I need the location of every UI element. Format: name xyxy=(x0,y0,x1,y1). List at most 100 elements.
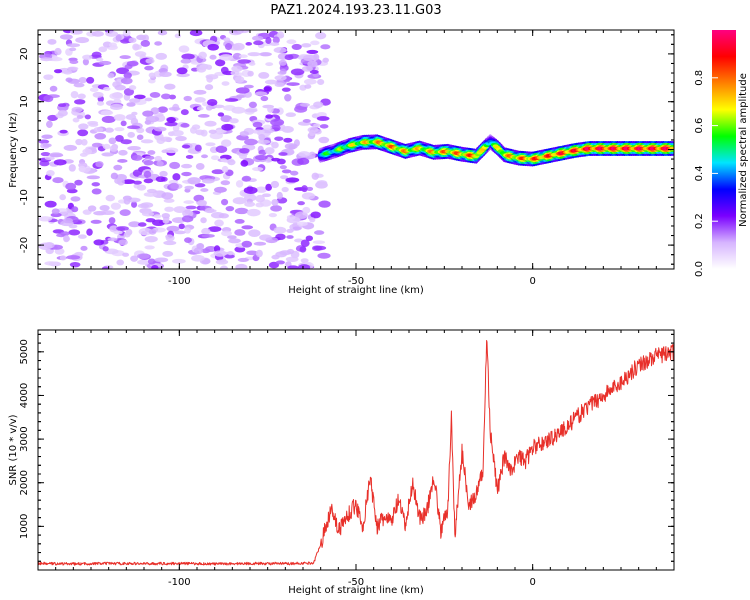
noise-blob xyxy=(255,194,265,203)
noise-blob xyxy=(153,214,162,219)
noise-blob xyxy=(237,59,252,64)
noise-blob xyxy=(258,72,270,79)
noise-blob xyxy=(42,143,52,148)
noise-blob xyxy=(71,206,79,213)
noise-blob xyxy=(163,240,177,246)
noise-blob xyxy=(284,143,298,150)
noise-blob xyxy=(180,109,189,116)
noise-blob xyxy=(204,207,215,214)
noise-blob xyxy=(265,183,272,191)
noise-blob xyxy=(178,45,190,53)
noise-blob xyxy=(254,154,268,161)
noise-blob xyxy=(300,239,310,248)
noise-blob xyxy=(214,219,224,227)
noise-blob xyxy=(108,42,117,48)
noise-blob xyxy=(136,134,144,140)
noise-blob xyxy=(200,188,209,192)
noise-blob xyxy=(120,120,127,127)
noise-blob xyxy=(123,198,131,205)
noise-blob xyxy=(214,186,227,193)
noise-blob xyxy=(248,229,261,237)
x-tick-label: -100 xyxy=(168,276,191,287)
noise-blob xyxy=(210,155,220,161)
noise-blob xyxy=(71,106,83,113)
noise-blob xyxy=(69,261,81,268)
noise-blob xyxy=(91,51,102,58)
noise-blob xyxy=(200,217,207,224)
noise-blob xyxy=(303,78,317,85)
noise-blob xyxy=(189,30,203,37)
noise-blob xyxy=(184,237,192,243)
noise-blob xyxy=(52,177,64,184)
noise-blob xyxy=(279,165,287,170)
noise-blob xyxy=(125,114,137,121)
signal-ridge xyxy=(317,134,674,167)
noise-blob xyxy=(70,196,81,202)
noise-blob xyxy=(294,238,304,243)
noise-blob xyxy=(132,169,143,177)
noise-blob xyxy=(252,166,264,172)
noise-blob xyxy=(100,210,115,216)
noise-blob xyxy=(155,52,167,60)
noise-blob xyxy=(310,211,321,219)
noise-blob xyxy=(86,228,93,236)
noise-blob xyxy=(59,194,66,201)
noise-blob xyxy=(91,142,103,148)
noise-blob xyxy=(54,69,63,74)
noise-blob xyxy=(294,105,308,113)
noise-blob xyxy=(162,250,174,257)
noise-blob xyxy=(235,87,250,94)
noise-blob xyxy=(201,178,215,184)
noise-blob xyxy=(308,151,316,159)
colorbar: 0.0 0.2 0.4 0.6 0.8 Normalized spectral ampl… xyxy=(694,30,749,277)
noise-blob xyxy=(191,254,205,262)
noise-blob xyxy=(304,84,312,89)
y-tick-label: 1000 xyxy=(19,514,30,539)
noise-blob xyxy=(241,175,252,182)
noise-blob xyxy=(306,49,319,54)
noise-blob xyxy=(146,188,157,194)
snr-y-label: SNR (10 * v/v) xyxy=(8,414,19,485)
noise-blob xyxy=(248,61,256,66)
y-tick-label: 4000 xyxy=(19,383,30,408)
noise-blob xyxy=(194,144,202,152)
noise-blob xyxy=(221,165,229,173)
noise-blob xyxy=(239,130,249,137)
noise-blob xyxy=(196,66,207,73)
noise-blob xyxy=(96,57,104,62)
noise-blob xyxy=(285,256,299,262)
noise-blob xyxy=(41,134,53,139)
noise-blob xyxy=(180,58,192,64)
noise-blob xyxy=(82,54,93,60)
snr-panel: -100 -50 0 1000 2000 3000 4000 5000 Height of … xyxy=(8,329,675,596)
noise-blob xyxy=(66,255,81,260)
snr-frame xyxy=(37,329,675,571)
noise-blob xyxy=(299,102,310,107)
noise-blob xyxy=(207,43,219,51)
noise-blob xyxy=(281,169,292,174)
noise-blob xyxy=(301,43,312,48)
noise-blob xyxy=(181,144,191,149)
noise-blob xyxy=(69,47,77,52)
noise-blob xyxy=(286,39,297,45)
noise-blob xyxy=(231,106,246,114)
noise-blob xyxy=(117,159,128,163)
noise-blob xyxy=(88,122,99,127)
noise-blob xyxy=(108,217,116,224)
noise-blob xyxy=(127,131,136,138)
colorbar-label: Normalized spectral amplitude xyxy=(738,73,749,227)
noise-blob xyxy=(214,129,227,134)
noise-blob xyxy=(267,105,274,113)
noise-blob xyxy=(95,161,104,168)
noise-blob xyxy=(140,139,154,144)
noise-blob xyxy=(313,245,327,251)
noise-blob xyxy=(281,186,289,193)
noise-blob xyxy=(310,40,320,46)
noise-blob xyxy=(271,141,279,149)
noise-blob xyxy=(159,136,173,142)
noise-blob xyxy=(107,237,118,242)
noise-blob xyxy=(307,126,319,133)
noise-blob xyxy=(176,67,188,75)
noise-blob xyxy=(271,254,280,260)
noise-blob xyxy=(143,192,158,197)
